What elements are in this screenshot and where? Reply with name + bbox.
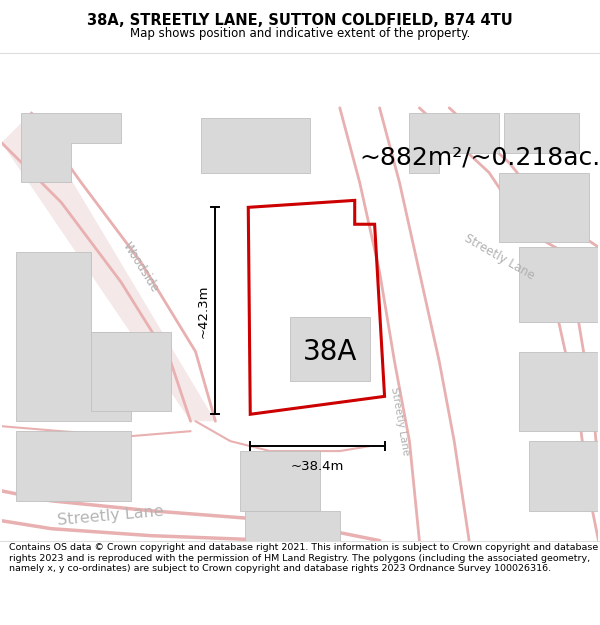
Polygon shape	[519, 247, 598, 322]
Text: 38A, STREETLY LANE, SUTTON COLDFIELD, B74 4TU: 38A, STREETLY LANE, SUTTON COLDFIELD, B7…	[87, 13, 513, 28]
Polygon shape	[200, 118, 310, 172]
Text: ~882m²/~0.218ac.: ~882m²/~0.218ac.	[359, 146, 600, 169]
Polygon shape	[16, 431, 131, 501]
Polygon shape	[2, 113, 215, 421]
Text: Map shows position and indicative extent of the property.: Map shows position and indicative extent…	[130, 27, 470, 40]
Text: Streetly Lane: Streetly Lane	[57, 504, 165, 528]
Polygon shape	[16, 252, 131, 421]
Polygon shape	[529, 441, 598, 511]
Text: ~38.4m: ~38.4m	[291, 460, 344, 473]
Polygon shape	[91, 332, 170, 411]
Polygon shape	[499, 173, 589, 242]
Text: Contains OS data © Crown copyright and database right 2021. This information is : Contains OS data © Crown copyright and d…	[9, 543, 598, 573]
Polygon shape	[504, 113, 578, 152]
Polygon shape	[245, 511, 340, 541]
Polygon shape	[22, 113, 121, 182]
Text: ~42.3m: ~42.3m	[196, 284, 209, 338]
Polygon shape	[290, 317, 370, 381]
Polygon shape	[519, 352, 598, 431]
Text: Streetly Lane: Streetly Lane	[461, 232, 536, 282]
Text: Streetly Lane: Streetly Lane	[389, 386, 410, 456]
Polygon shape	[241, 451, 320, 511]
Polygon shape	[409, 113, 499, 173]
Text: Woodside: Woodside	[120, 239, 161, 294]
Text: 38A: 38A	[302, 338, 357, 366]
